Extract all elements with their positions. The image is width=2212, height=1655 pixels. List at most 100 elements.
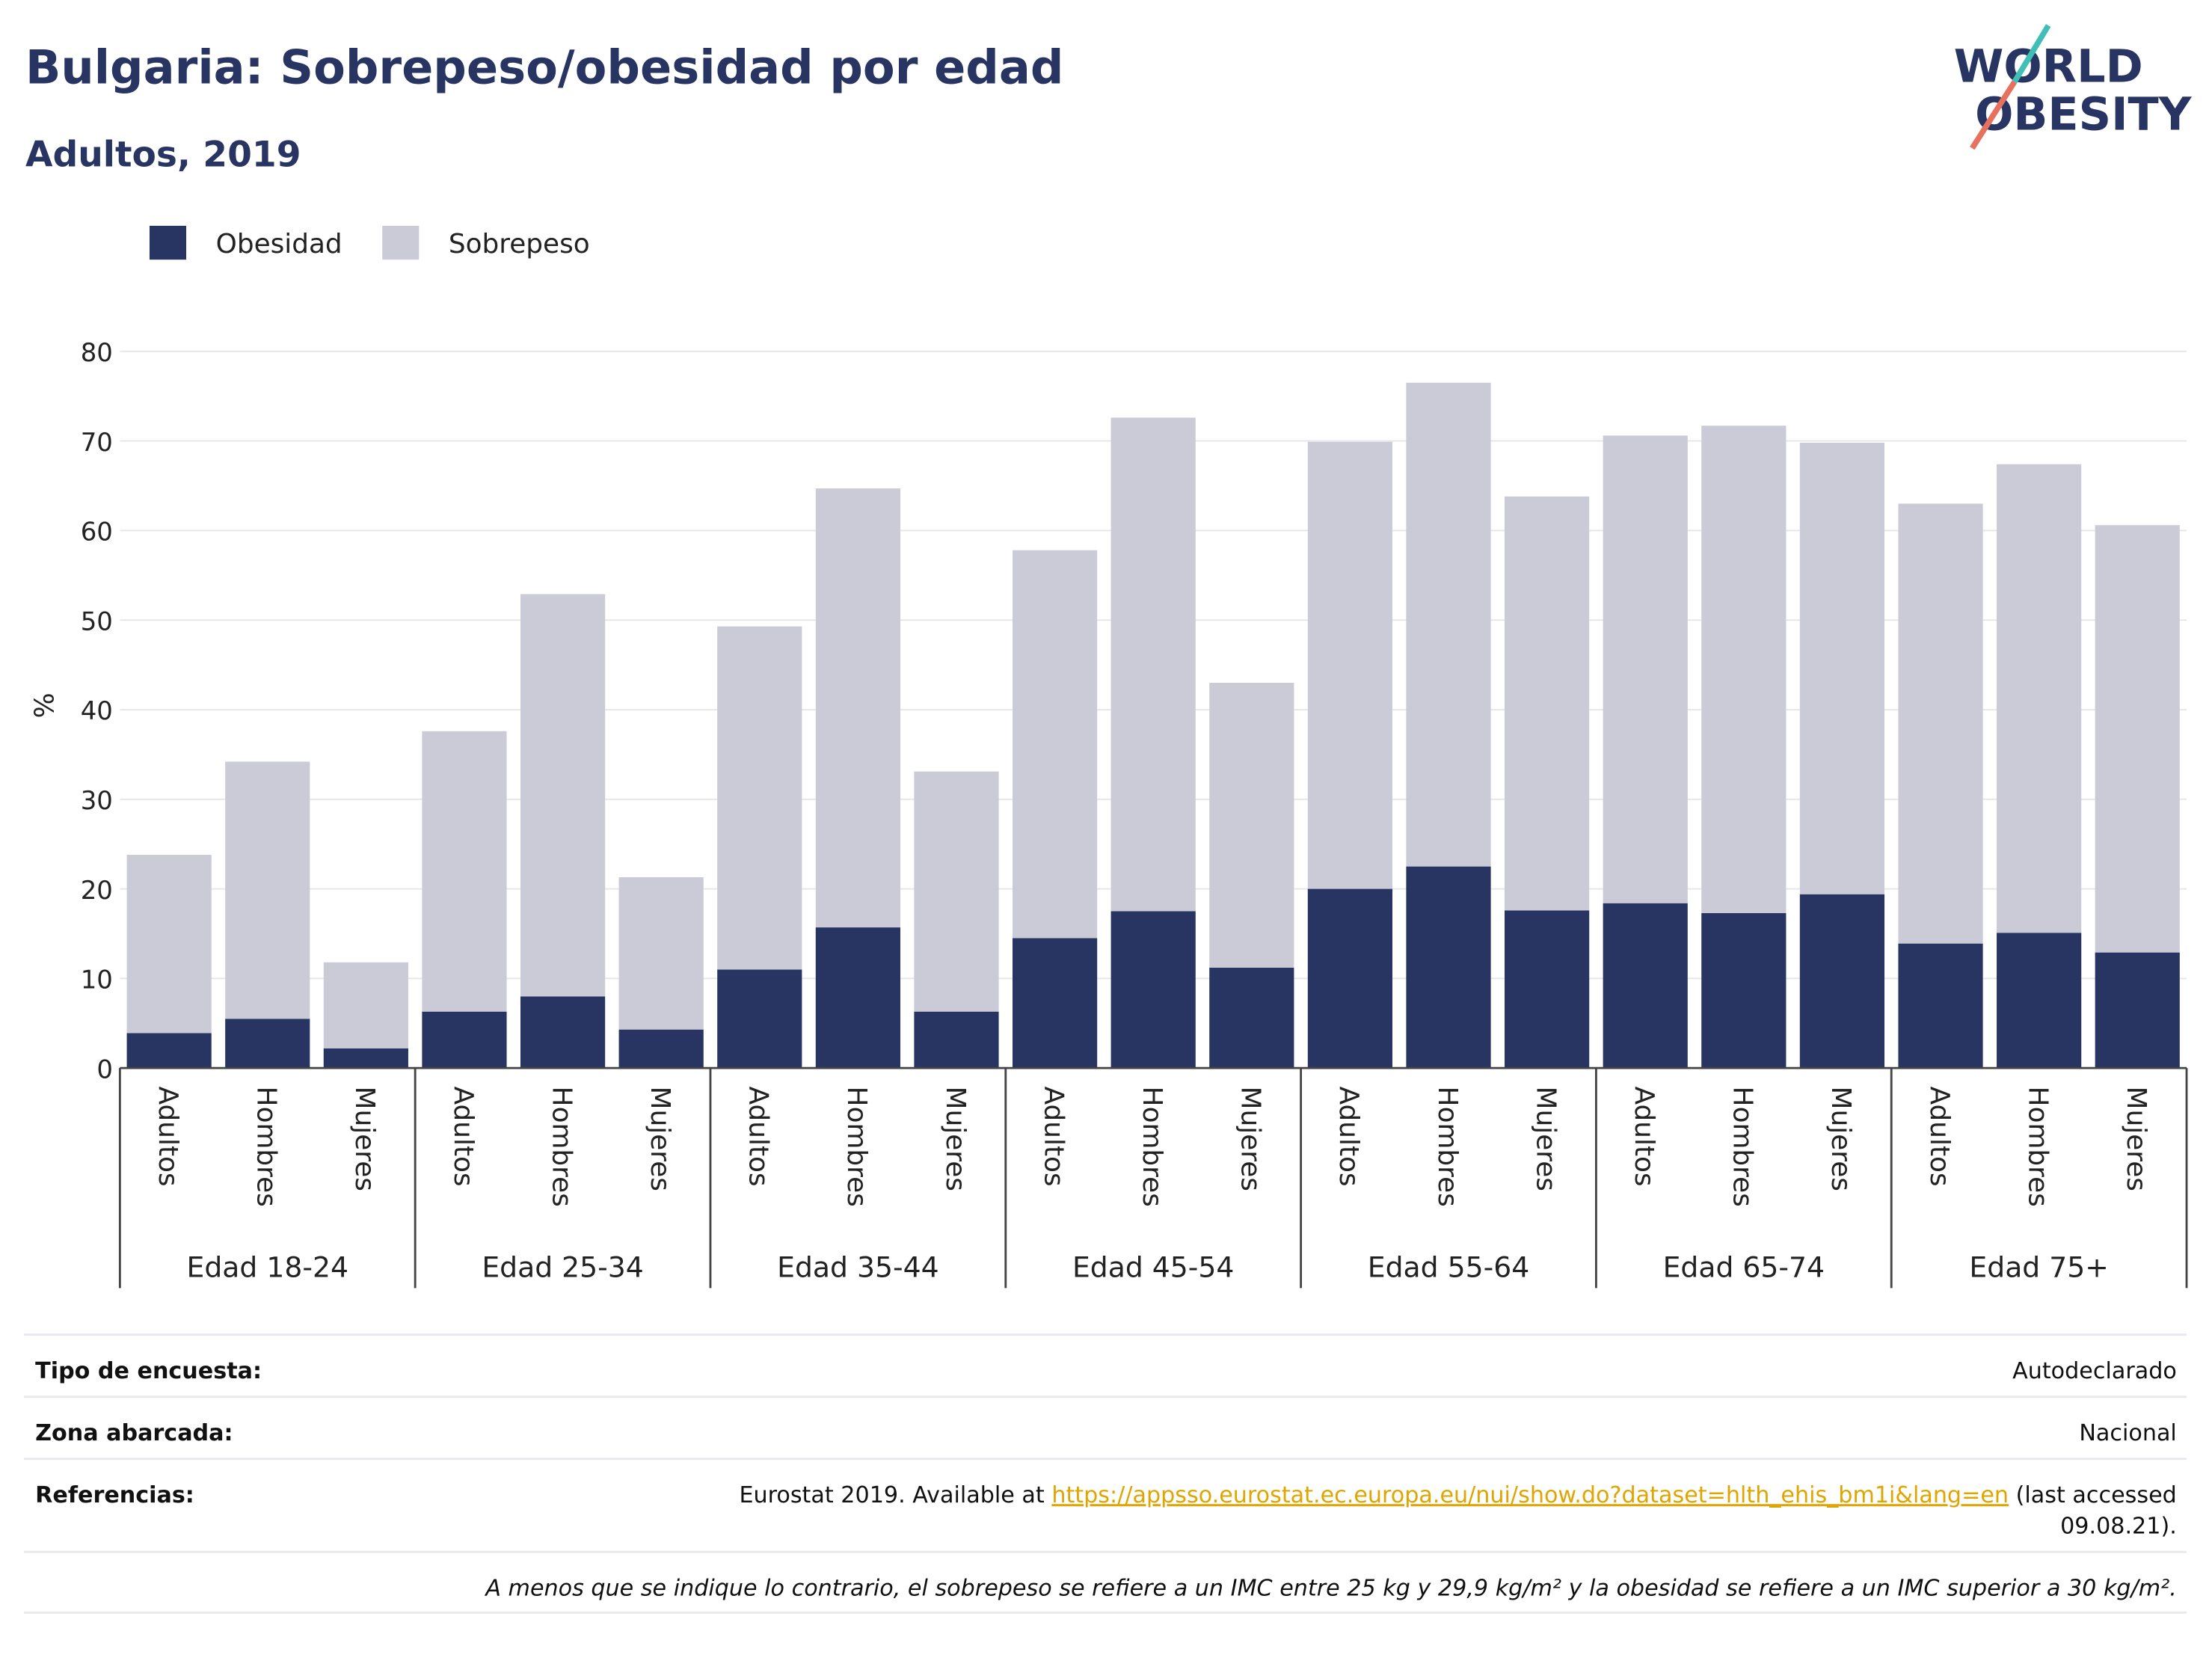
y-tick-label: 40 (81, 696, 113, 726)
logo-slash (2012, 24, 2051, 84)
group-label: Edad 75+ (1969, 1250, 2108, 1283)
legend-swatch (149, 225, 187, 260)
bar (1209, 967, 1294, 1069)
bar (1997, 464, 2082, 933)
y-tick-label: 0 (96, 1054, 113, 1084)
bar (126, 1033, 212, 1069)
group-label: Edad 55-64 (1368, 1250, 1529, 1283)
group-label: Edad 65-74 (1663, 1250, 1825, 1283)
bar (520, 996, 606, 1069)
bar (1505, 496, 1590, 911)
bar (1603, 903, 1688, 1069)
legend-label: Obesidad (216, 229, 342, 260)
reference: 09.08.21). (2060, 1514, 2177, 1540)
x-tick-label: Mujeres (940, 1087, 971, 1191)
bar (1799, 443, 1885, 894)
bar (1209, 683, 1294, 968)
reference-text: Eurostat 2019. Available at (739, 1482, 1051, 1508)
footer: Tipo de encuesta: Autodeclarado Zona abarc… (24, 1333, 2187, 1614)
x-tick-label: Mujeres (1530, 1087, 1561, 1191)
bar (1307, 888, 1393, 1069)
bar (815, 488, 900, 928)
bar (1997, 933, 2082, 1069)
reference-text: (last accessed (2009, 1482, 2177, 1508)
bar (422, 1011, 507, 1069)
group-label: Edad 35-44 (777, 1250, 938, 1283)
y-tick-label: 50 (81, 607, 113, 636)
bar (225, 761, 310, 1019)
bar (618, 1029, 704, 1069)
y-axis-label: % (30, 693, 61, 718)
row-value: Nacional (2079, 1420, 2177, 1446)
bar (422, 731, 507, 1012)
x-tick-label: Adultos (1038, 1087, 1069, 1187)
y-tick-label: 20 (81, 876, 113, 906)
y-tick-label: 30 (81, 786, 113, 816)
x-tick-label: Hombres (1137, 1087, 1167, 1207)
x-tick-label: Mujeres (2121, 1087, 2151, 1191)
x-tick-label: Mujeres (1825, 1087, 1856, 1191)
logo-text: OBESITY (1975, 89, 2193, 141)
y-tick-label: 80 (81, 338, 113, 368)
bar (914, 771, 999, 1012)
row-label: Zona abarcada: (35, 1420, 233, 1446)
y-tick-label: 60 (81, 518, 113, 547)
x-tick-label: Adultos (1333, 1087, 1364, 1187)
x-tick-label: Hombres (251, 1087, 282, 1207)
chart-subtitle: Adultos, 2019 (25, 135, 301, 176)
bar (323, 962, 408, 1048)
bar (1799, 894, 1885, 1069)
row-label: Referencias: (35, 1482, 194, 1508)
reference-link[interactable]: https://appsso.eurostat.ec.europa.eu/nui… (1051, 1482, 2009, 1508)
row-value: Autodeclarado (2012, 1358, 2177, 1384)
bar (1603, 435, 1688, 903)
x-tick-label: Adultos (743, 1087, 774, 1187)
note: A menos que se indique lo contrario, el … (484, 1576, 2176, 1602)
group-label: Edad 25-34 (482, 1250, 643, 1283)
bar (1110, 911, 1196, 1069)
bar (1406, 866, 1491, 1069)
bar (717, 626, 802, 970)
bar (1012, 550, 1098, 939)
reference: Eurostat 2019. Available at https://apps… (739, 1482, 2176, 1508)
chart-title: Bulgaria: Sobrepeso/obesidad por edad (25, 40, 1063, 94)
bar (323, 1048, 408, 1069)
x-tick-label: Mujeres (1235, 1087, 1266, 1191)
x-tick-label: Hombres (2022, 1087, 2053, 1207)
logo: WORLD OBESITY (1954, 24, 2193, 150)
group-label: Edad 45-54 (1072, 1250, 1234, 1283)
bar (225, 1019, 310, 1069)
bar (1701, 426, 1787, 913)
bar (2095, 952, 2180, 1069)
bar (914, 1011, 999, 1069)
x-tick-label: Hombres (1432, 1087, 1463, 1207)
bar (126, 855, 212, 1034)
bar (520, 594, 606, 997)
x-tick-label: Mujeres (645, 1087, 675, 1191)
x-tick-label: Adultos (1629, 1087, 1659, 1187)
y-tick-label: 70 (81, 428, 113, 458)
bar (1898, 943, 1983, 1069)
bar (2095, 525, 2180, 953)
bar (717, 969, 802, 1069)
bar (1012, 938, 1098, 1069)
legend-label: Sobrepeso (449, 229, 590, 260)
bar (1307, 441, 1393, 889)
row-label: Tipo de encuesta: (35, 1358, 262, 1384)
x-tick-label: Hombres (1727, 1087, 1758, 1207)
bar (1701, 912, 1787, 1069)
x-tick-label: Hombres (841, 1087, 872, 1207)
bar (1110, 417, 1196, 912)
legend-swatch (382, 225, 420, 260)
x-tick-label: Adultos (153, 1087, 183, 1187)
bar (618, 876, 704, 1030)
group-label: Edad 18-24 (187, 1250, 348, 1283)
y-tick-label: 10 (81, 965, 113, 995)
x-tick-label: Adultos (448, 1087, 479, 1187)
x-tick-label: Adultos (1924, 1087, 1955, 1187)
logo-text: WORLD (1954, 40, 2143, 93)
bar (815, 927, 900, 1069)
bar (1505, 910, 1590, 1069)
x-tick-label: Hombres (546, 1087, 577, 1207)
